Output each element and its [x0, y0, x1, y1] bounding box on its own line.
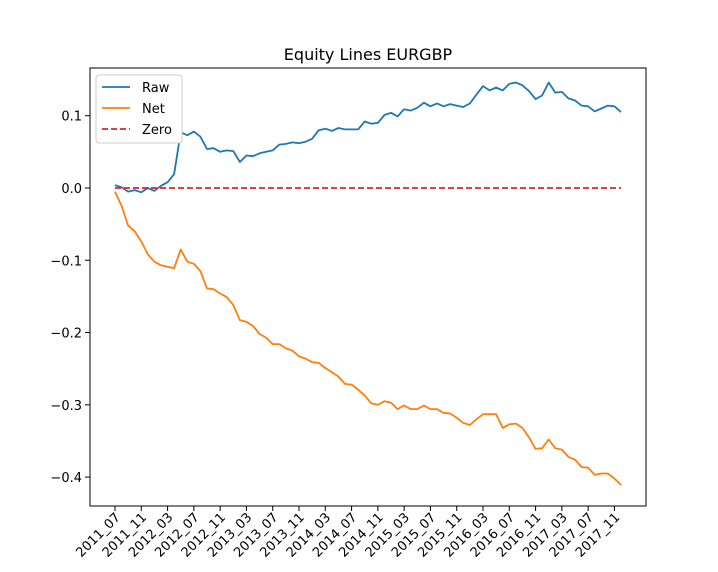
y-tick-label: 0.0 — [61, 182, 82, 197]
series-line-raw — [114, 81, 622, 194]
legend: Raw Net Zero — [95, 74, 183, 144]
legend-box — [95, 74, 183, 144]
plot-area-frame — [89, 67, 647, 507]
plot-lines — [114, 81, 622, 486]
chart-title: Equity Lines EURGBP — [284, 45, 453, 64]
y-tick-label: −0.3 — [50, 399, 82, 414]
y-tick-label: −0.1 — [50, 254, 82, 269]
y-axis: 0.1 0.0 −0.1 −0.2 −0.3 −0.4 — [50, 110, 90, 486]
legend-label-net: Net — [142, 102, 165, 117]
legend-label-zero: Zero — [142, 123, 172, 138]
y-tick-label: −0.2 — [50, 327, 82, 342]
x-axis: 2011_072011_112012_032012_072012_112013_… — [74, 506, 623, 561]
y-tick-label: −0.4 — [50, 471, 82, 486]
series-line-net — [114, 191, 622, 486]
legend-label-raw: Raw — [142, 81, 170, 96]
y-tick-label: 0.1 — [61, 110, 82, 125]
